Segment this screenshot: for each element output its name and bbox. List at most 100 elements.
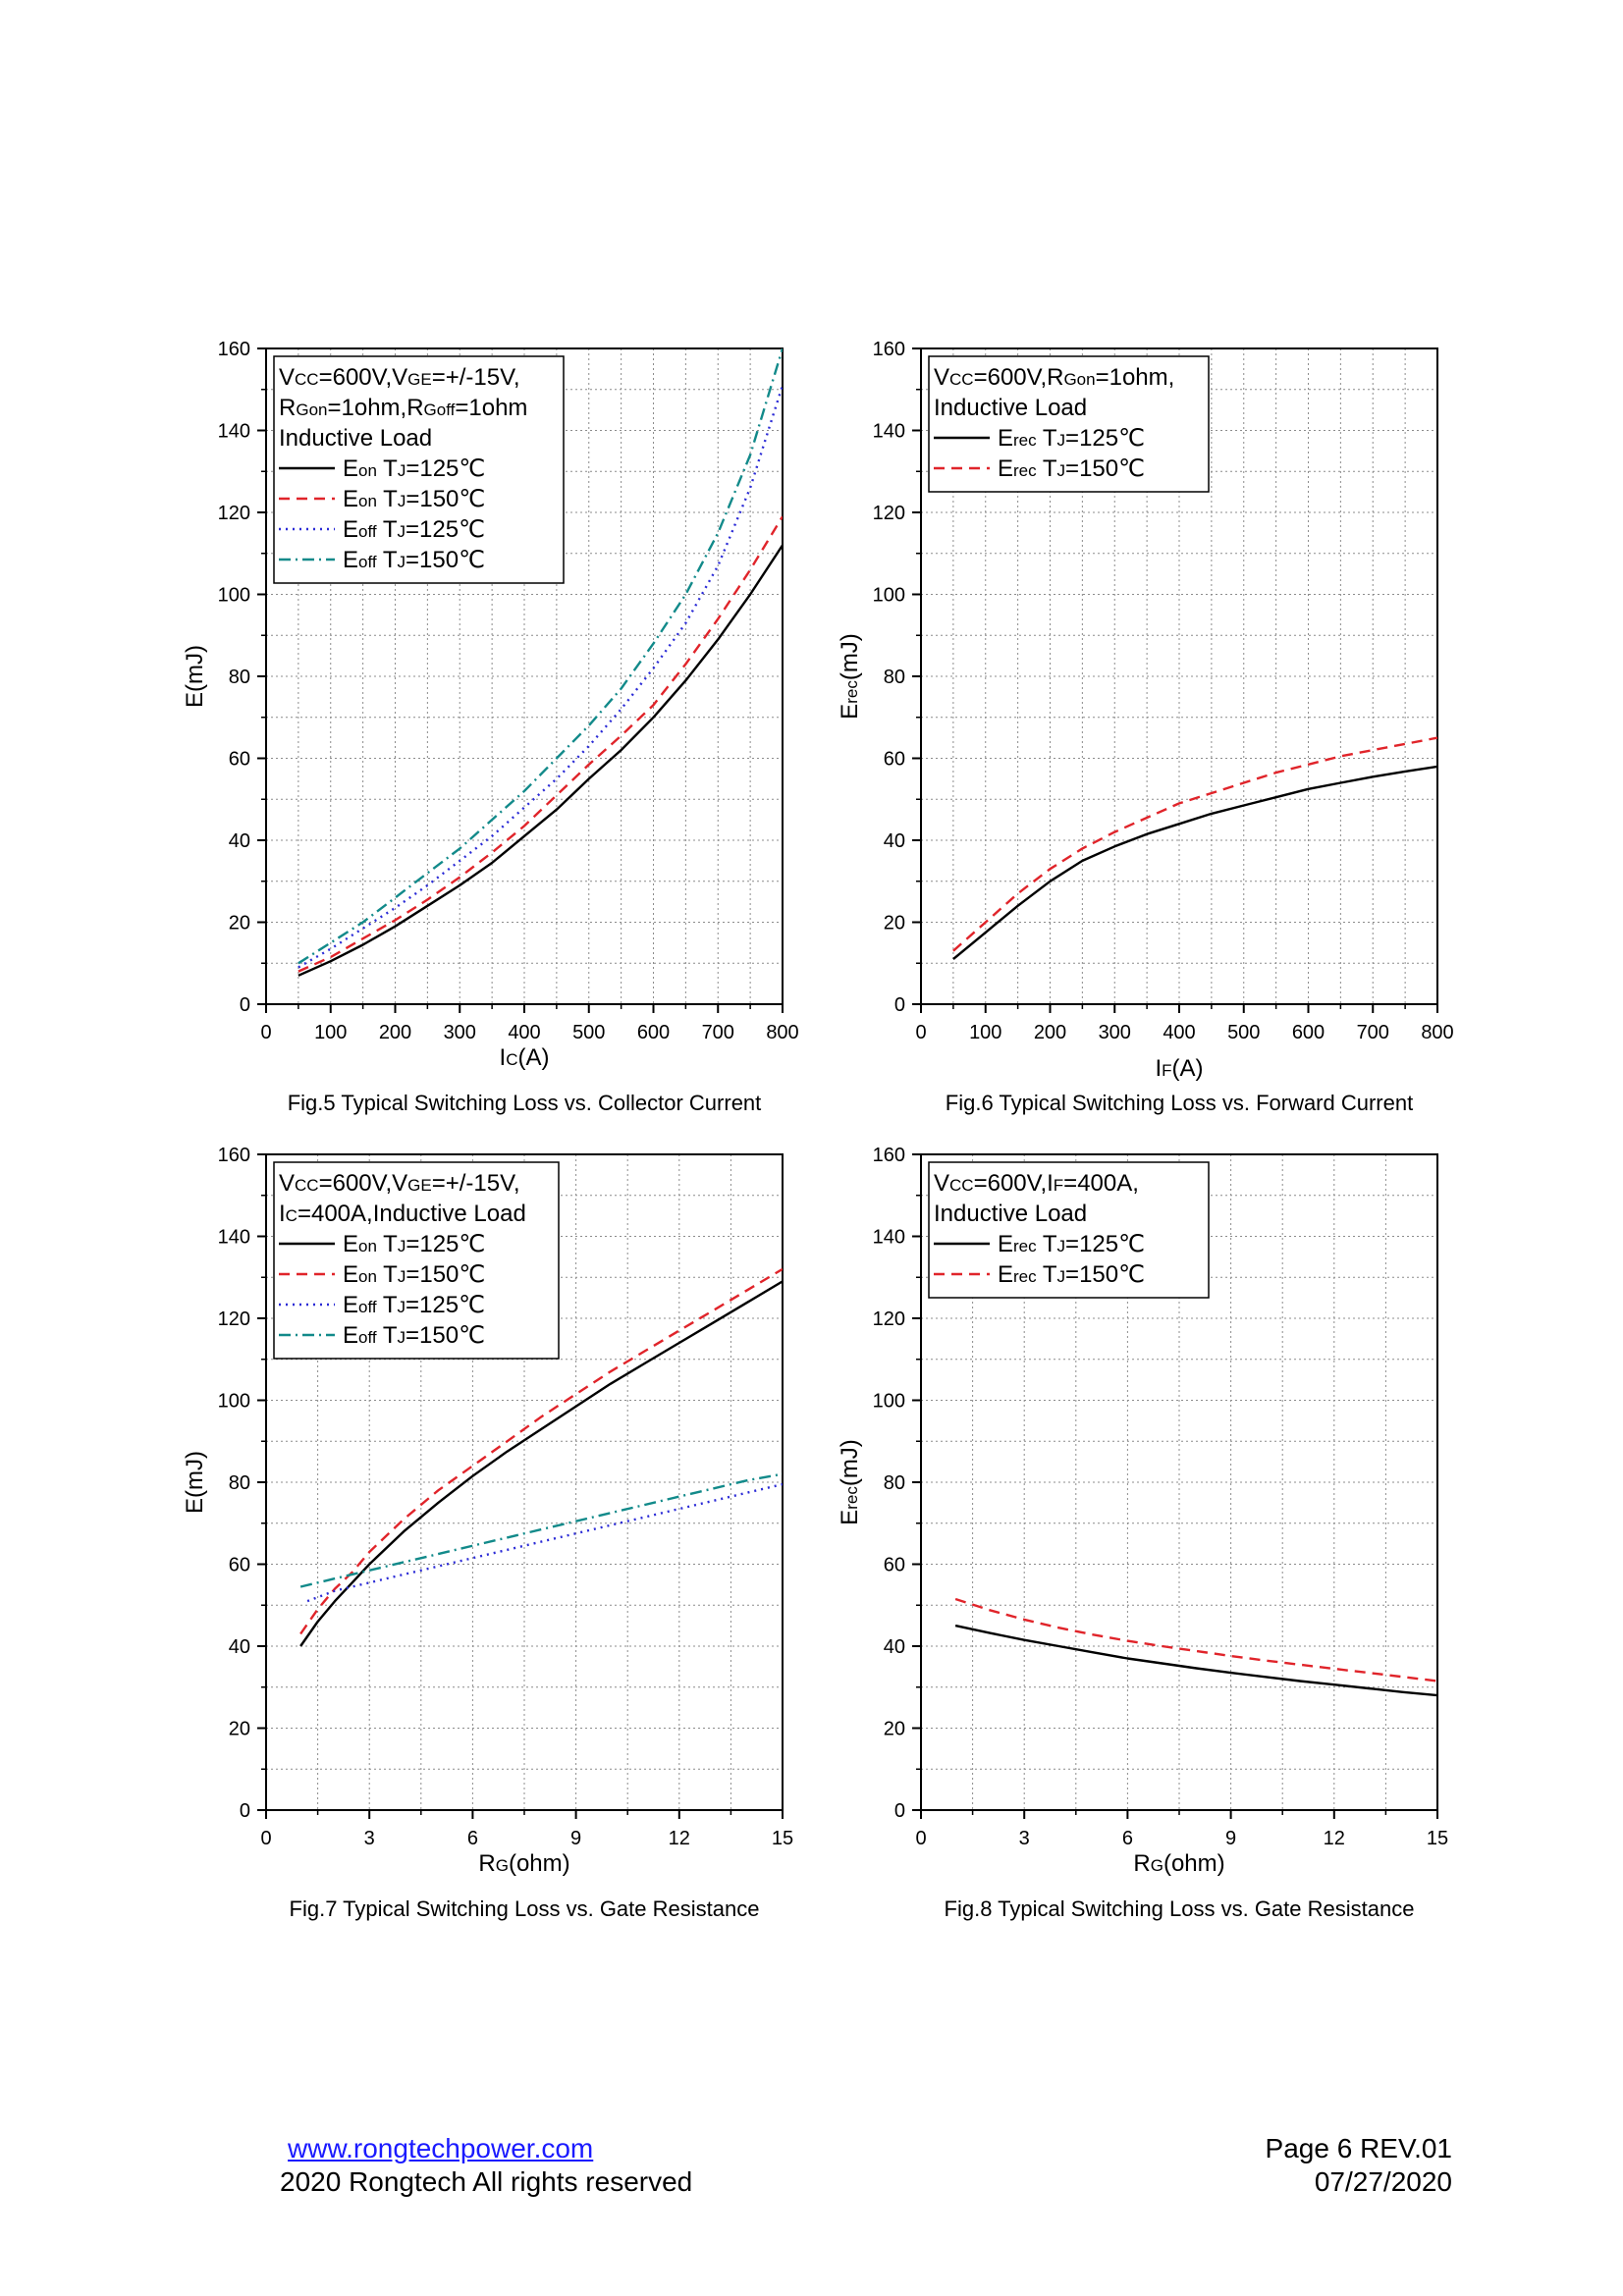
footer-left: www.rongtechpower.com 2020 Rongtech All … — [280, 2132, 692, 2199]
y-tick-label: 80 — [884, 1472, 905, 1494]
series-line-2 — [952, 736, 1437, 952]
legend-entry-1: Erec TJ=125℃ — [998, 425, 1145, 452]
y-axis-label: Erec(mJ) — [837, 1439, 863, 1525]
legend-entry-4: Eoff TJ=150℃ — [343, 1322, 485, 1349]
y-tick-label: 20 — [884, 1719, 905, 1740]
x-tick-label: 600 — [637, 1022, 670, 1043]
chart-8: 0 3 6 9 12 15 0 20 40 60 80 100 120 140 160 RG(ohm) Erec… — [837, 1145, 1448, 1921]
legend-entry-1: Erec TJ=125℃ — [998, 1231, 1145, 1257]
series-line-1 — [298, 544, 783, 977]
x-tick-label: 3 — [364, 1828, 375, 1849]
y-tick-label: 120 — [218, 1308, 250, 1330]
x-tick-label: 3 — [1019, 1828, 1030, 1849]
chart-6: 0 100 200 300 400 500 600 700 800 0 20 40 60 80 100 120… — [837, 339, 1454, 1115]
legend: VCC=600V,IF=400A, Inductive Load Erec TJ=1… — [928, 1161, 1210, 1299]
x-tick-label: 15 — [1427, 1828, 1448, 1849]
legend-heading: VCC=600V,IF=400A, — [934, 1170, 1139, 1197]
website-link[interactable]: www.rongtechpower.com — [288, 2133, 594, 2163]
x-tick-label: 800 — [766, 1022, 798, 1043]
y-tick-label: 120 — [873, 1308, 905, 1330]
y-tick-label: 160 — [218, 1145, 250, 1166]
x-tick-label: 6 — [467, 1828, 478, 1849]
x-axis-label: RG(ohm) — [478, 1850, 569, 1877]
y-tick-label: 140 — [873, 421, 905, 443]
legend-heading: VCC=600V,RGon=1ohm, — [934, 364, 1174, 391]
series-line-2 — [299, 1267, 783, 1635]
y-tick-label: 80 — [229, 1472, 250, 1494]
x-tick-label: 0 — [915, 1828, 926, 1849]
legend-entry-3: Eoff TJ=125℃ — [343, 1292, 485, 1318]
legend: VCC=600V,RGon=1ohm, Inductive Load Erec TJ… — [928, 355, 1210, 493]
x-tick-label: 200 — [379, 1022, 411, 1043]
legend-entry-1: Eon TJ=125℃ — [343, 455, 485, 482]
x-tick-label: 700 — [1357, 1022, 1389, 1043]
x-axis-label: RG(ohm) — [1133, 1850, 1224, 1877]
y-tick-label: 140 — [873, 1227, 905, 1249]
legend-entry-2: Eon TJ=150℃ — [343, 486, 485, 512]
series-line-1 — [299, 1280, 783, 1647]
x-tick-label: 100 — [969, 1022, 1001, 1043]
legend-heading: Inductive Load — [934, 1201, 1087, 1227]
y-tick-label: 60 — [229, 749, 250, 771]
figure-caption: Fig.8 Typical Switching Loss vs. Gate Re… — [945, 1896, 1415, 1921]
copyright-text: 2020 Rongtech All rights reserved — [280, 2166, 693, 2197]
y-tick-label: 60 — [884, 1555, 905, 1576]
legend-heading: VCC=600V,VGE=+/-15V, — [279, 1170, 520, 1197]
x-tick-label: 15 — [772, 1828, 793, 1849]
x-tick-label: 300 — [444, 1022, 476, 1043]
x-tick-label: 800 — [1421, 1022, 1453, 1043]
legend-entry-2: Erec TJ=150℃ — [998, 1261, 1145, 1288]
x-tick-label: 200 — [1034, 1022, 1066, 1043]
legend-entry-2: Erec TJ=150℃ — [998, 455, 1145, 482]
y-tick-label: 100 — [218, 585, 250, 607]
y-tick-label: 40 — [884, 830, 905, 852]
series-line-1 — [952, 765, 1437, 961]
x-tick-label: 0 — [915, 1022, 926, 1043]
figure-caption: Fig.5 Typical Switching Loss vs. Collect… — [288, 1091, 762, 1115]
y-tick-label: 0 — [240, 994, 250, 1016]
legend: VCC=600V,VGE=+/-15V, RGon=1ohm,RGoff=1ohm… — [273, 355, 565, 584]
footer-right: Page 6 REV.01 07/27/2020 — [1266, 2132, 1452, 2199]
y-tick-label: 40 — [884, 1636, 905, 1658]
x-tick-label: 300 — [1099, 1022, 1131, 1043]
chart-5: 0 100 200 300 400 500 600 700 800 0 20 40 60 80 100 120… — [182, 339, 799, 1115]
x-tick-label: 600 — [1292, 1022, 1325, 1043]
page-label: Page 6 REV.01 — [1265, 2133, 1452, 2163]
y-tick-label: 100 — [218, 1391, 250, 1413]
y-tick-label: 120 — [873, 503, 905, 524]
y-tick-label: 20 — [884, 913, 905, 934]
legend-heading: VCC=600V,VGE=+/-15V, — [279, 364, 520, 391]
y-tick-label: 40 — [229, 1636, 250, 1658]
y-tick-label: 100 — [873, 585, 905, 607]
y-tick-label: 80 — [229, 667, 250, 688]
y-tick-label: 40 — [229, 830, 250, 852]
series-line-3 — [306, 1482, 783, 1603]
y-tick-label: 140 — [218, 1227, 250, 1249]
y-tick-label: 100 — [873, 1391, 905, 1413]
x-tick-label: 100 — [314, 1022, 347, 1043]
x-tick-label: 9 — [570, 1828, 581, 1849]
legend-heading: Inductive Load — [934, 395, 1087, 421]
figure-caption: Fig.6 Typical Switching Loss vs. Forward… — [946, 1091, 1413, 1115]
series-line-2 — [298, 515, 783, 973]
y-tick-label: 160 — [218, 339, 250, 360]
y-axis-label: Erec(mJ) — [837, 633, 863, 720]
x-tick-label: 0 — [260, 1828, 271, 1849]
x-tick-label: 500 — [572, 1022, 605, 1043]
y-tick-label: 0 — [894, 1800, 905, 1822]
x-tick-label: 400 — [508, 1022, 540, 1043]
x-tick-label: 12 — [669, 1828, 690, 1849]
legend-heading: IC=400A,Inductive Load — [279, 1201, 526, 1227]
y-axis-label: E(mJ) — [182, 645, 208, 708]
y-tick-label: 140 — [218, 421, 250, 443]
y-axis-label: E(mJ) — [182, 1451, 208, 1514]
x-tick-label: 0 — [260, 1022, 271, 1043]
y-tick-label: 160 — [873, 1145, 905, 1166]
x-axis-label: IF(A) — [1155, 1055, 1203, 1082]
x-tick-label: 12 — [1324, 1828, 1345, 1849]
series-line-4 — [298, 348, 783, 965]
legend-heading: Inductive Load — [279, 425, 432, 452]
series-line-4 — [299, 1472, 783, 1588]
revision-date: 07/27/2020 — [1314, 2166, 1452, 2197]
